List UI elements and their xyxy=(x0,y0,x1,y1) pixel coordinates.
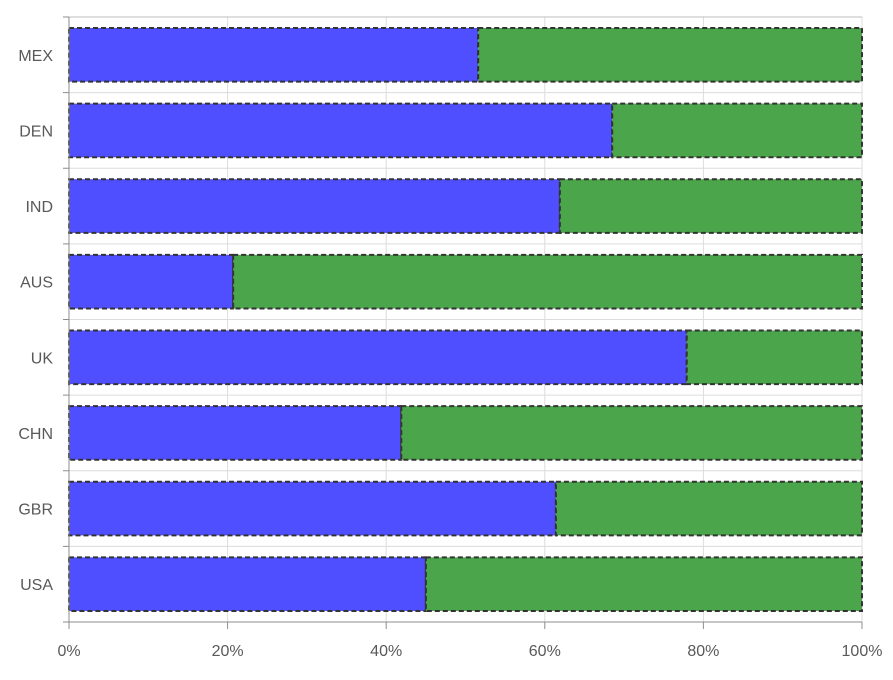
bar-segment-usa-2 xyxy=(424,556,863,613)
x-tick-label: 20% xyxy=(212,643,244,660)
y-tick-label: CHN xyxy=(18,426,53,443)
bar-segment-gbr-1 xyxy=(68,480,557,537)
bar-segment-den-1 xyxy=(68,102,614,159)
bar-segment-uk-2 xyxy=(685,329,864,386)
y-tick-label: MEX xyxy=(18,48,53,65)
bar-segment-gbr-2 xyxy=(554,480,863,537)
y-tick-label: GBR xyxy=(18,502,53,519)
bar-segment-mex-1 xyxy=(68,26,480,83)
x-tick-label: 40% xyxy=(370,643,402,660)
tick-labels: MEX DEN IND AUS UK CHN GBR USA 0% 20% 40% 60% 80% 100… xyxy=(18,48,882,660)
axes xyxy=(63,16,863,629)
bar-segment-ind-1 xyxy=(68,178,561,234)
bar-segment-mex-2 xyxy=(477,26,863,83)
x-tick-label: 60% xyxy=(529,643,561,660)
y-tick-label: AUS xyxy=(20,275,53,292)
bar-segment-uk-1 xyxy=(68,329,688,386)
y-tick-label: DEN xyxy=(19,123,53,140)
bar-segment-chn-2 xyxy=(400,405,863,461)
y-tick-label: USA xyxy=(20,577,53,594)
bars xyxy=(68,26,864,613)
bar-segment-den-2 xyxy=(611,102,864,159)
x-tick-label: 80% xyxy=(687,643,719,660)
y-tick-label: UK xyxy=(31,350,54,367)
bar-segment-chn-1 xyxy=(68,405,403,461)
bar-segment-usa-1 xyxy=(68,556,427,613)
bar-segment-aus-1 xyxy=(68,253,235,310)
x-tick-label: 100% xyxy=(842,643,883,660)
y-tick-label: IND xyxy=(25,199,53,216)
x-tick-label: 0% xyxy=(57,643,80,660)
bar-segment-ind-2 xyxy=(558,178,863,234)
bar-segment-aus-2 xyxy=(232,253,863,310)
